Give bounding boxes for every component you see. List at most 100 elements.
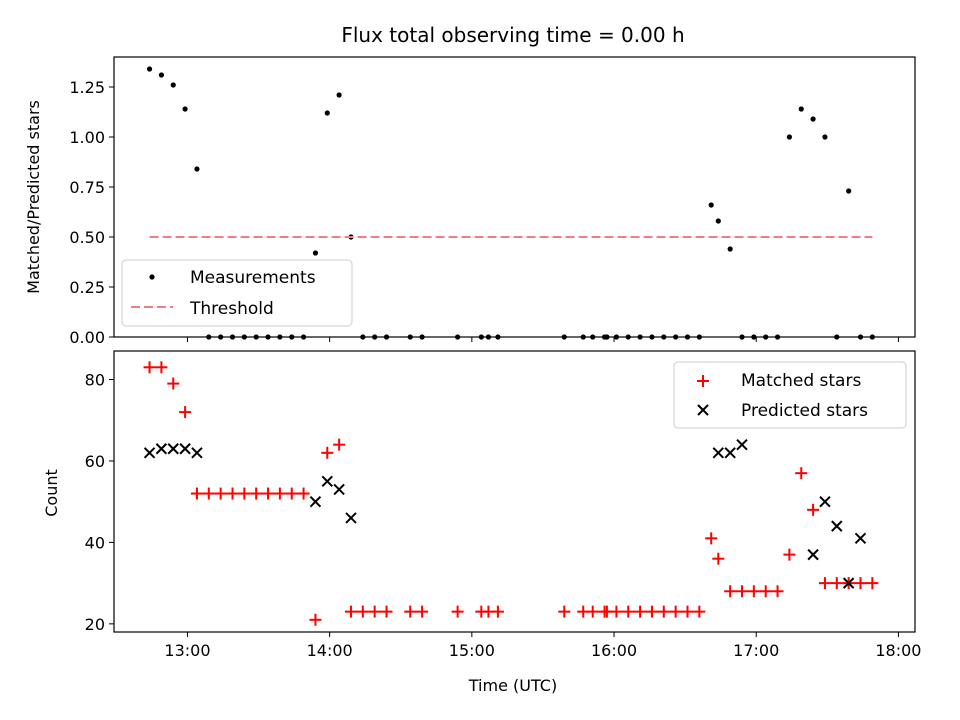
measurement-point (182, 106, 188, 112)
matched-star-point (866, 577, 879, 590)
predicted-star-point (724, 447, 736, 459)
matched-star-point (705, 532, 718, 545)
count-axis-ticks: 13:00 14:00 15:00 16:00 17:00 18:00 20 40 60 80 (85, 371, 922, 660)
legend-measurements-label: Measurements (190, 268, 316, 288)
matched-star-point (747, 585, 760, 598)
x-axis-label: Time (UTC) (468, 676, 557, 695)
measurement-point (336, 92, 342, 98)
measurement-point (170, 82, 176, 88)
matched-star-point (854, 577, 867, 590)
predicted-star-point (831, 520, 843, 532)
y-tick-label: 1.00 (69, 128, 105, 147)
measurement-point (715, 218, 721, 224)
x-tick-label: 14:00 (307, 641, 353, 660)
ratio-y-axis-label: Matched/Predicted stars (24, 100, 43, 294)
y-tick-label: 20 (85, 615, 105, 634)
legend-predicted-label: Predicted stars (741, 401, 868, 421)
matched-star-point (736, 585, 749, 598)
ratio-panel: Flux total observing time = 0.00 h Match… (24, 23, 916, 347)
predicted-star-point (155, 443, 168, 455)
matched-star-point (586, 605, 599, 618)
count-legend: Matched stars Predicted stars (673, 361, 907, 429)
count-y-axis-label: Count (42, 469, 61, 517)
matched-star-point (724, 585, 737, 598)
predicted-star-point (345, 512, 357, 524)
matched-star-point (167, 377, 180, 390)
y-tick-label: 60 (85, 452, 105, 471)
predicted-star-point (309, 495, 322, 508)
matched-star-point (807, 503, 820, 516)
matched-star-point (262, 487, 275, 500)
matched-star-point (693, 605, 706, 618)
legend-predicted-marker (697, 404, 709, 416)
x-tick-label: 13:00 (164, 641, 210, 660)
matched-star-point (404, 605, 417, 618)
matched-star-point (214, 487, 227, 500)
matched-star-point (226, 487, 239, 500)
y-tick-label: 0.00 (69, 328, 105, 347)
y-tick-label: 1.25 (69, 78, 105, 97)
matched-star-point (657, 605, 670, 618)
matched-star-point (712, 552, 725, 565)
x-tick-label: 17:00 (733, 641, 779, 660)
measurement-point (324, 110, 330, 116)
matched-star-point (202, 487, 215, 500)
matched-star-point (634, 605, 647, 618)
measurement-point (846, 188, 852, 194)
predicted-star-point (807, 548, 819, 561)
matched-star-point (759, 585, 772, 598)
matched-star-point (558, 605, 571, 618)
measurement-point (312, 250, 319, 256)
y-tick-label: 0.75 (69, 178, 105, 197)
matched-star-point (783, 548, 796, 561)
y-tick-label: 80 (85, 371, 105, 390)
matched-star-point (368, 605, 381, 618)
predicted-star-point (143, 447, 156, 459)
predicted-star-point (736, 438, 748, 451)
matched-star-point (297, 487, 310, 500)
measurement-point (810, 116, 816, 122)
matched-star-point (771, 585, 784, 598)
matched-star-point (285, 487, 298, 500)
matched-star-point (681, 605, 694, 618)
legend-matched-label: Matched stars (741, 371, 861, 391)
predicted-star-point (854, 532, 867, 545)
matched-star-point (491, 605, 504, 618)
predicted-star-point (333, 483, 345, 496)
matched-star-point (610, 605, 623, 618)
predicted-star-point (191, 447, 203, 459)
x-tick-label: 15:00 (449, 641, 495, 660)
count-plot-frame (113, 350, 916, 633)
chart-title: Flux total observing time = 0.00 h (341, 23, 684, 47)
predicted-star-point (321, 475, 333, 488)
ratio-plot-frame (113, 56, 916, 338)
matched-star-point (321, 446, 334, 459)
matched-star-point (309, 613, 322, 626)
matched-star-point (250, 487, 263, 500)
matched-star-point (645, 605, 658, 618)
count-series (143, 361, 879, 626)
matched-star-point (179, 406, 192, 419)
predicted-star-point (819, 495, 831, 508)
predicted-star-point (179, 443, 191, 455)
matched-star-point (333, 438, 346, 451)
measurement-point (158, 72, 164, 78)
matched-star-point (669, 605, 682, 618)
matched-star-point (273, 487, 286, 500)
matched-star-point (380, 605, 393, 618)
matched-star-point (795, 467, 808, 480)
measurement-point (727, 246, 733, 252)
ratio-axis-ticks: 0.00 0.25 0.50 0.75 1.00 1.25 (69, 78, 899, 347)
y-tick-label: 40 (85, 533, 105, 552)
matched-star-point (238, 487, 251, 500)
matched-star-point (451, 605, 464, 618)
matched-star-point (622, 605, 635, 618)
predicted-star-point (712, 447, 725, 459)
measurement-point (146, 66, 153, 72)
legend-matched-marker (697, 375, 709, 387)
ratio-legend: Measurements Threshold (121, 259, 353, 327)
matched-star-point (190, 487, 203, 500)
y-tick-label: 0.50 (69, 228, 105, 247)
x-tick-label: 18:00 (875, 641, 921, 660)
